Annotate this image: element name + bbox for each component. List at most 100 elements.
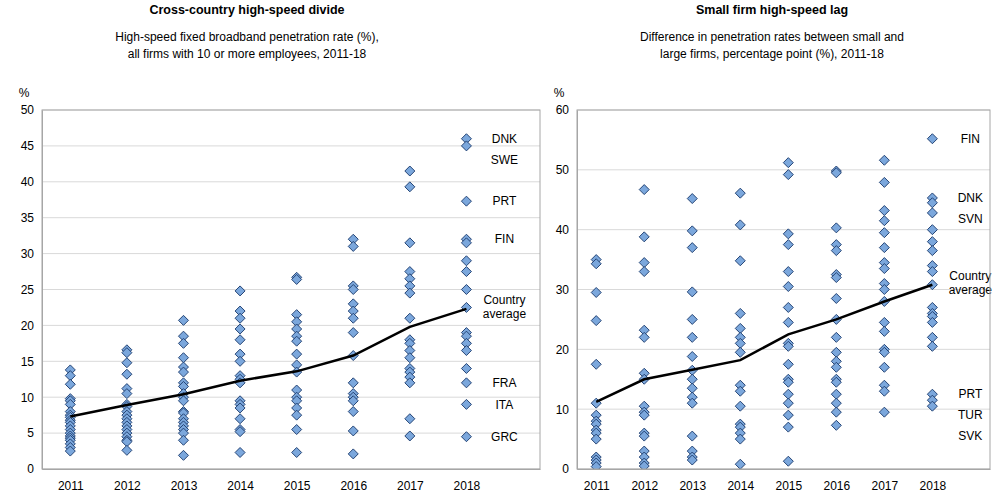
grid-line	[42, 181, 540, 182]
x-tick: 2015	[775, 469, 802, 493]
point-annotation: SVK	[958, 429, 982, 443]
point	[235, 447, 245, 457]
y-tick: 50	[556, 163, 577, 177]
y-tick: 0	[27, 462, 42, 476]
x-axis: 20112012201320142015201620172018	[578, 469, 991, 493]
grid-line	[42, 217, 540, 218]
x-tick-label: 2013	[171, 479, 198, 493]
y-tick: 40	[21, 175, 42, 189]
y-tick: 5	[27, 426, 42, 440]
point	[178, 435, 188, 445]
x-tick: 2011	[584, 469, 610, 493]
point	[687, 352, 697, 362]
y-tick-label: 5	[27, 426, 34, 440]
y-tick: 30	[21, 247, 42, 261]
point	[687, 243, 697, 253]
point	[591, 316, 601, 326]
x-tick: 2018	[454, 469, 481, 493]
point-group	[591, 134, 937, 469]
point-annotation: TUR	[958, 408, 983, 422]
y-tick-label: 30	[21, 247, 35, 261]
point	[735, 401, 745, 411]
point	[405, 414, 415, 424]
point	[591, 462, 601, 469]
point	[405, 166, 415, 176]
point	[178, 396, 188, 406]
x-tick: 2017	[871, 469, 898, 493]
chart-canvas: Cross-country high-speed divideHigh-spee…	[0, 0, 1000, 499]
point	[927, 198, 937, 208]
x-axis: 20112012201320142015201620172018	[43, 469, 541, 493]
point-annotation: ITA	[496, 398, 514, 412]
y-tick: 0	[562, 462, 577, 476]
point	[639, 232, 649, 242]
point	[591, 287, 601, 297]
series-label-line: Country	[483, 293, 525, 307]
y-tick: 20	[556, 343, 577, 357]
y-tick: 35	[21, 211, 42, 225]
y-tick: 30	[556, 283, 577, 297]
point	[235, 286, 245, 296]
y-axis: 05101520253035404550	[21, 103, 43, 476]
point	[735, 347, 745, 357]
y-axis-title: %	[554, 86, 565, 100]
y-tick: 25	[21, 283, 42, 297]
series-label-line: Country	[949, 269, 991, 283]
grid-line	[42, 325, 540, 326]
point-group	[65, 134, 471, 461]
point	[783, 317, 793, 327]
point	[65, 446, 75, 456]
point	[292, 410, 302, 420]
x-tick: 2016	[823, 469, 850, 493]
y-tick: 40	[556, 223, 577, 237]
point	[783, 341, 793, 351]
point	[178, 367, 188, 377]
point	[831, 407, 841, 417]
x-tick-label: 2017	[397, 479, 424, 493]
grid-line	[42, 253, 540, 254]
x-tick-label: 2012	[631, 479, 658, 493]
chart-subtitle: all firms with 10 or more employees, 201…	[128, 47, 367, 61]
point	[783, 398, 793, 408]
point	[122, 369, 132, 379]
point	[178, 450, 188, 460]
point	[735, 220, 745, 230]
point	[687, 314, 697, 324]
chart-panel: Small firm high-speed lagDifference in p…	[554, 3, 993, 493]
x-tick: 2016	[340, 469, 367, 493]
point	[735, 434, 745, 444]
y-tick-label: 0	[27, 462, 34, 476]
point	[783, 170, 793, 180]
point	[405, 182, 415, 192]
point	[879, 326, 889, 336]
average-line	[596, 285, 932, 402]
x-tick-label: 2015	[284, 479, 311, 493]
point	[879, 228, 889, 238]
point	[735, 188, 745, 198]
point	[687, 398, 697, 408]
point	[735, 256, 745, 266]
x-tick: 2017	[397, 469, 424, 493]
point	[348, 328, 358, 338]
point	[348, 426, 358, 436]
series-label: Countryaverage	[949, 269, 993, 297]
point	[122, 358, 132, 368]
y-tick: 50	[21, 103, 42, 117]
point	[783, 456, 793, 466]
point	[879, 216, 889, 226]
point	[879, 284, 889, 294]
point	[405, 288, 415, 298]
point	[461, 141, 471, 151]
x-tick-label: 2014	[727, 479, 754, 493]
y-tick: 20	[21, 319, 42, 333]
point-annotation: SVN	[958, 212, 983, 226]
plot-frame	[577, 110, 990, 469]
grid-line	[577, 169, 990, 170]
grid-line	[42, 361, 540, 362]
y-tick-label: 50	[556, 163, 570, 177]
point	[461, 256, 471, 266]
point	[178, 315, 188, 325]
chart-subtitle: large firms, percentage point (%), 2011-…	[660, 47, 884, 61]
y-axis-title: %	[19, 86, 30, 100]
point	[639, 267, 649, 277]
